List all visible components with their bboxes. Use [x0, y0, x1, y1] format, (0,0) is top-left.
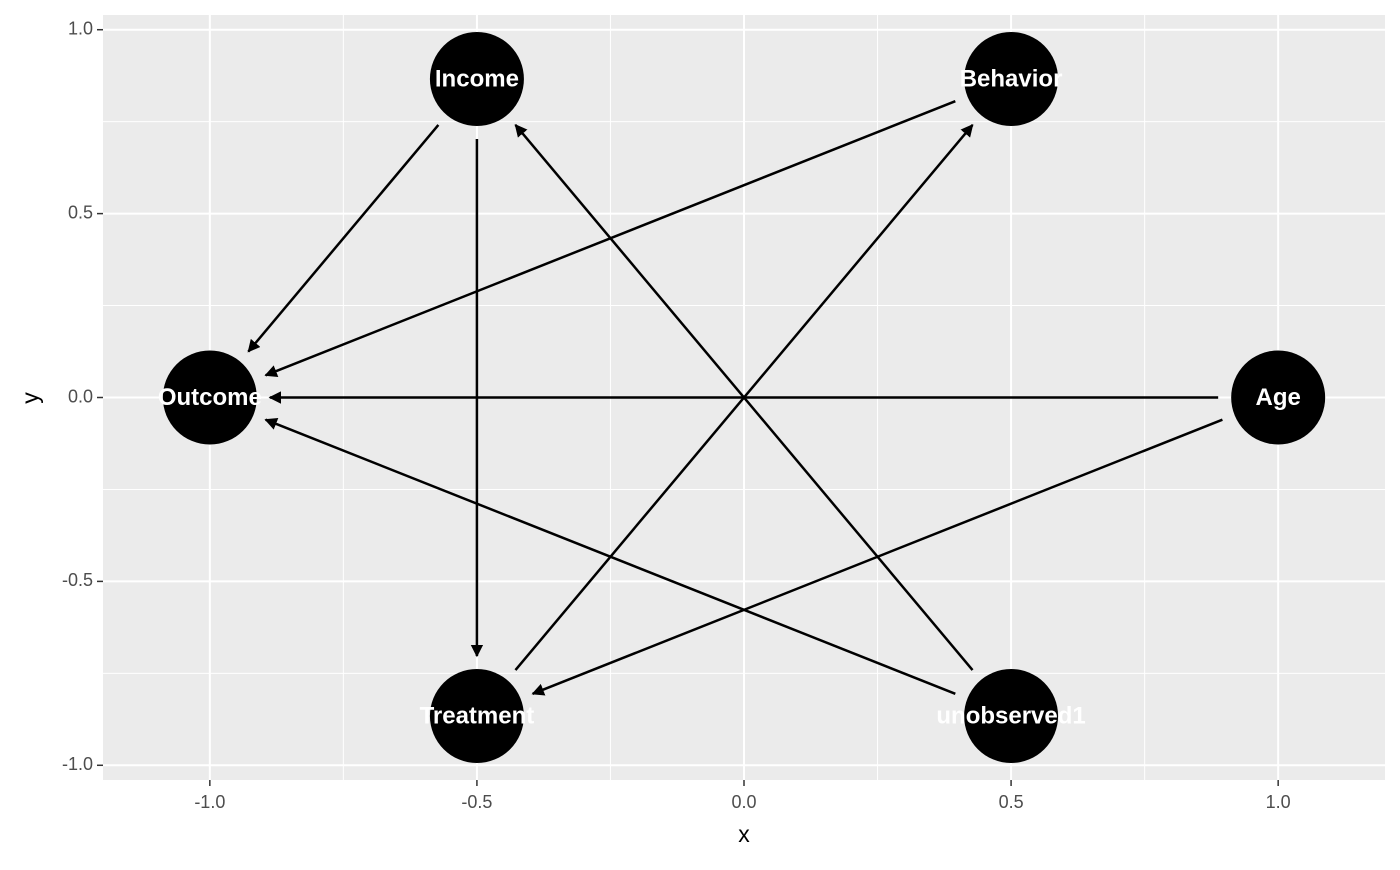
node-label: Treatment [420, 702, 535, 729]
node-label: Income [435, 65, 519, 92]
node-label: unobserved1 [936, 702, 1085, 729]
x-axis-title: x [738, 821, 750, 847]
x-tick-label: 1.0 [1266, 792, 1291, 812]
y-tick-label: 0.5 [68, 202, 93, 222]
y-axis-title: y [17, 392, 43, 404]
x-tick-label: 0.5 [999, 792, 1024, 812]
node-label: Age [1255, 384, 1300, 411]
node [1231, 350, 1326, 445]
node [964, 669, 1059, 764]
node [162, 350, 257, 445]
edge [514, 124, 974, 671]
x-tick-label: 0.0 [731, 792, 756, 812]
node [964, 31, 1059, 126]
node-label: Outcome [158, 384, 262, 411]
node [429, 669, 524, 764]
y-tick-label: 1.0 [68, 18, 93, 38]
node [429, 31, 524, 126]
x-tick-label: -1.0 [194, 792, 225, 812]
edge [247, 124, 440, 353]
x-tick-label: -0.5 [461, 792, 492, 812]
y-tick-label: 0.0 [68, 386, 93, 406]
y-tick-label: -1.0 [62, 754, 93, 774]
node-label: Behavior [960, 65, 1063, 92]
edge [264, 418, 956, 696]
y-tick-label: -0.5 [62, 570, 93, 590]
